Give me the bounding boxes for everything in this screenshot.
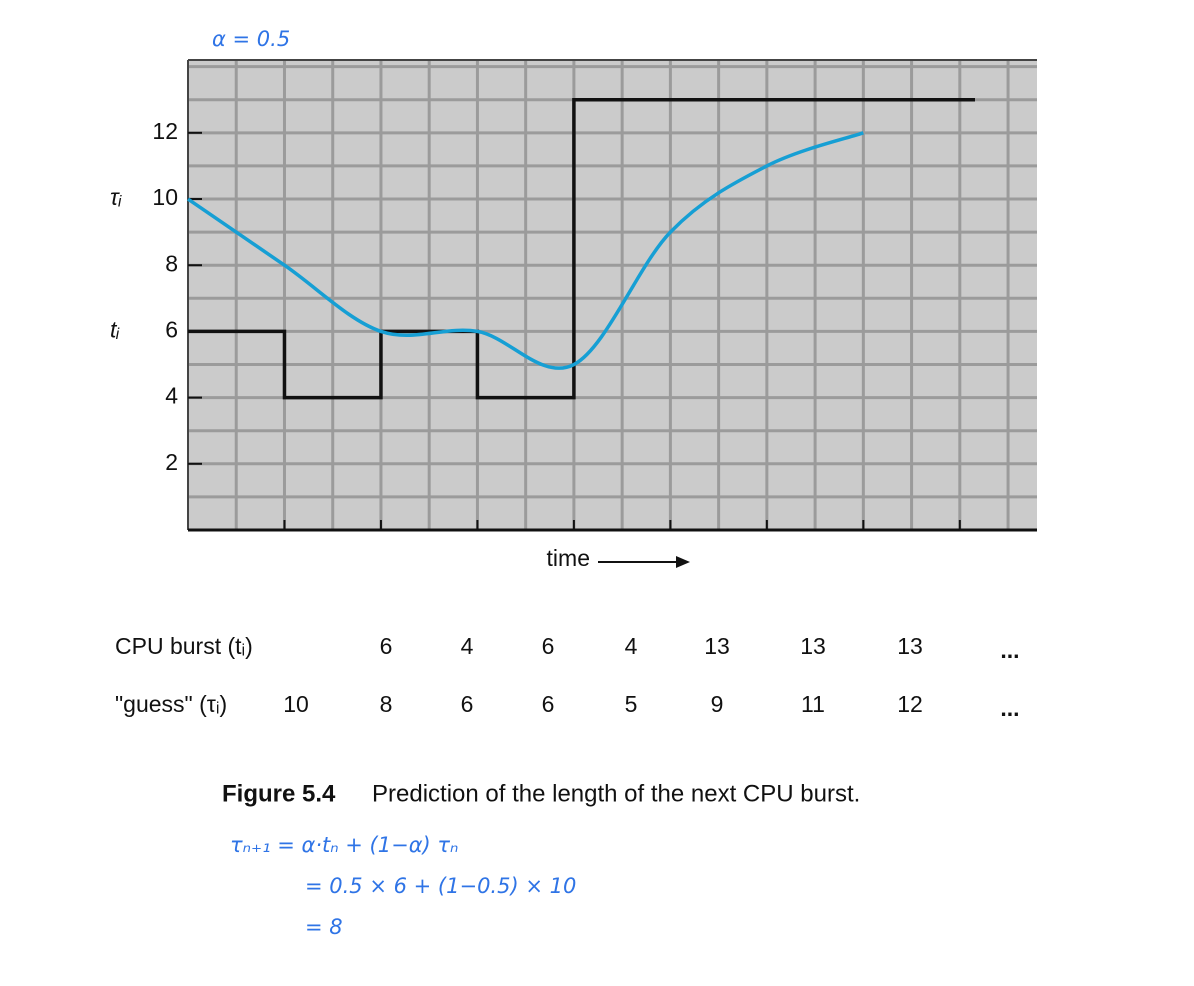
table-cell: 10 <box>283 691 309 717</box>
table-cell: 5 <box>625 691 638 717</box>
table-cell: 6 <box>542 691 555 717</box>
y-axis-label: τᵢ <box>110 184 123 210</box>
y-tick-label: 2 <box>165 449 178 475</box>
table-cell: 4 <box>461 633 474 659</box>
y-tick-label: 4 <box>165 383 178 409</box>
y-axis-label: tᵢ <box>110 316 120 342</box>
ellipsis: ... <box>1000 695 1019 721</box>
ellipsis: ... <box>1000 637 1019 663</box>
table-cell: 13 <box>897 633 923 659</box>
table-cell: 6 <box>380 633 393 659</box>
table-cell: 13 <box>800 633 826 659</box>
table-cell: 13 <box>704 633 730 659</box>
y-tick-label: 8 <box>165 250 178 276</box>
row-label: "guess" (τᵢ) <box>115 691 227 717</box>
table-cell: 11 <box>801 691 825 717</box>
plot-area <box>188 60 1037 530</box>
x-arrowhead <box>676 556 690 568</box>
guess-curve <box>187 131 864 370</box>
table-cell: 6 <box>542 633 555 659</box>
caption-text: Prediction of the length of the next CPU… <box>372 780 860 807</box>
y-tick-label: 10 <box>152 184 178 210</box>
y-tick-label: 6 <box>165 316 178 342</box>
x-axis-label: time <box>547 545 590 571</box>
formula-result: = 8 <box>305 915 343 939</box>
formula: τₙ₊₁ = α·tₙ + (1−α) τₙ <box>230 833 458 857</box>
alpha-note: α = 0.5 <box>212 27 290 51</box>
row-label: CPU burst (tᵢ) <box>115 633 253 659</box>
burst-step <box>188 97 975 400</box>
y-tick-label: 12 <box>152 118 178 144</box>
formula-step: = 0.5 × 6 + (1−0.5) × 10 <box>305 874 576 898</box>
table-cell: 6 <box>461 691 474 717</box>
table-cell: 9 <box>711 691 724 717</box>
table-cell: 8 <box>380 691 393 717</box>
table-cell: 12 <box>897 691 923 717</box>
caption-number: Figure 5.4 <box>222 780 336 807</box>
table-cell: 4 <box>625 633 638 659</box>
